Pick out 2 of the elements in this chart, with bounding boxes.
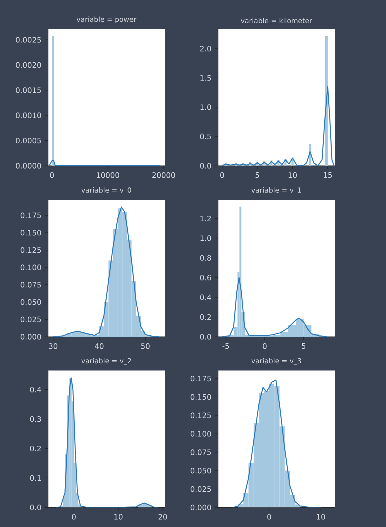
line-series (222, 86, 335, 166)
line-series (56, 378, 160, 508)
